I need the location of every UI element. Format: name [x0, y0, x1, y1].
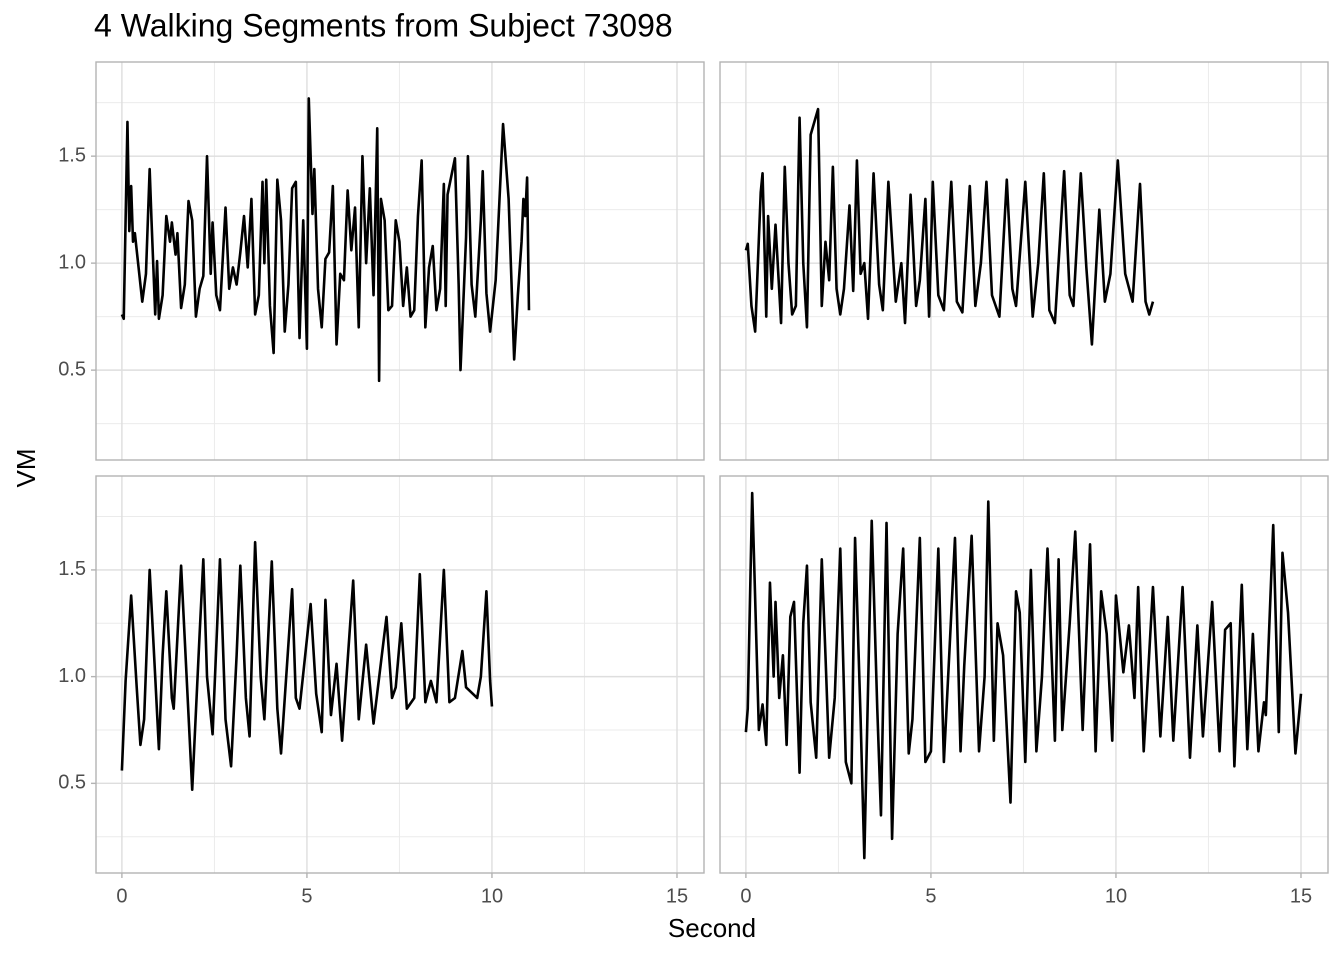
x-tick-label: 0 — [116, 885, 127, 907]
panel-border — [95, 475, 705, 874]
x-tick-label: 0 — [740, 885, 751, 907]
panel-border — [719, 475, 1329, 874]
x-tick-label: 5 — [301, 885, 312, 907]
panel-border — [719, 61, 1329, 461]
line — [744, 491, 1303, 860]
x-axis-label: Second — [668, 913, 756, 943]
panel-background — [720, 476, 1328, 873]
panel-border — [95, 61, 705, 461]
x-tick-label: 15 — [1290, 885, 1312, 907]
y-tick-label: 1.0 — [58, 665, 86, 687]
x-tick-label: 10 — [481, 885, 503, 907]
y-tick-label: 1.0 — [58, 251, 86, 273]
panel-background — [720, 62, 1328, 460]
y-tick-label: 1.5 — [58, 144, 86, 166]
x-tick-label: 15 — [666, 885, 688, 907]
line — [120, 540, 494, 792]
y-tick-label: 1.5 — [58, 558, 86, 580]
y-tick-label: 0.5 — [58, 772, 86, 794]
x-tick-label: 5 — [925, 885, 936, 907]
y-axis-label: VM — [11, 449, 41, 488]
chart-title: 4 Walking Segments from Subject 73098 — [94, 7, 673, 43]
x-tick-label: 10 — [1105, 885, 1127, 907]
y-tick-label: 0.5 — [58, 358, 86, 380]
line — [744, 107, 1155, 346]
line — [120, 97, 531, 383]
